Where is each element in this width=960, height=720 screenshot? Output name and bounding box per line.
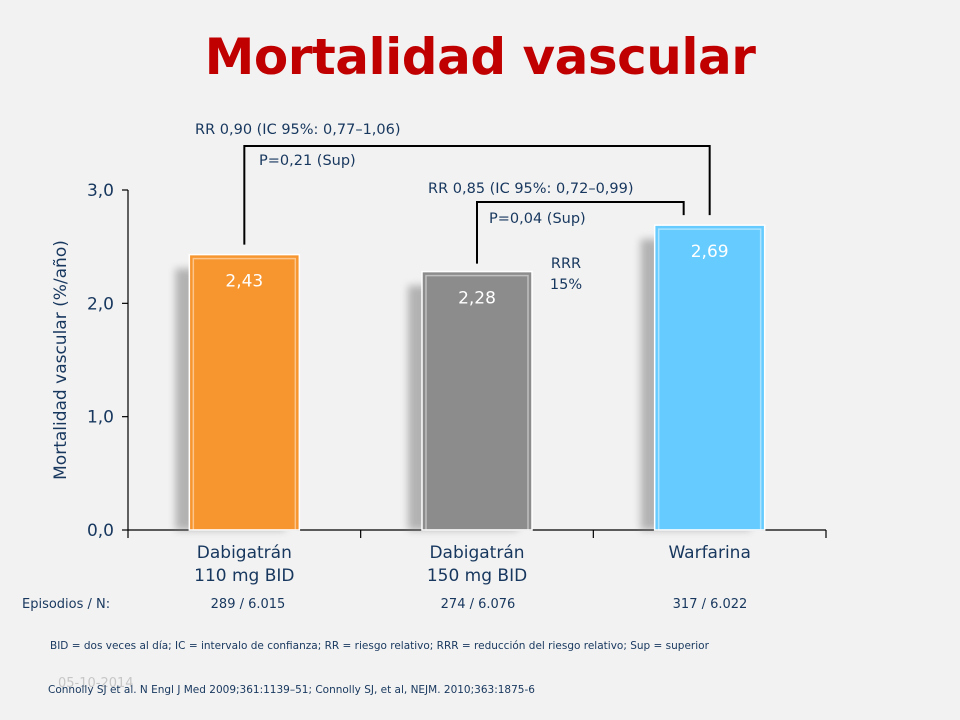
slide-date: 05-10-2014 <box>58 676 134 691</box>
rr-110-vs-warfarina: RR 0,90 (IC 95%: 0,77–1,06) <box>195 122 401 138</box>
episodes-dabigatran-110: 289 / 6.015 <box>210 597 286 612</box>
bar-value-label: 2,28 <box>458 289 496 309</box>
episodes-warfarina: 317 / 6.022 <box>672 597 748 612</box>
episodes-dabigatran-150: 274 / 6.076 <box>440 597 516 612</box>
p-110-vs-warfarina: P=0,21 (Sup) <box>259 153 356 169</box>
bar-value-label: 2,43 <box>225 272 263 292</box>
bar <box>188 253 301 531</box>
rrr-label: RRR <box>551 256 581 272</box>
y-tick-label: 2,0 <box>87 294 114 314</box>
bar-value-label: 2,69 <box>691 242 729 262</box>
x-category-label: Dabigatrán <box>429 543 524 563</box>
bar-highlight <box>657 228 762 531</box>
bar-highlight <box>192 257 297 531</box>
footnote-references: Connolly SJ et al. N Engl J Med 2009;361… <box>48 684 535 696</box>
x-category-label: 110 mg BID <box>194 566 294 586</box>
y-tick-label: 1,0 <box>87 408 114 428</box>
bracket-150-vs-warfarina <box>476 201 685 264</box>
bar-chart: 0,0 1,0 2,0 3,0 Mortalidad vascular (%/año) 2… <box>51 122 827 586</box>
bar <box>421 270 533 531</box>
slide-title: Mortalidad vascular <box>204 28 756 86</box>
y-axis-label: Mortalidad vascular (%/año) <box>51 240 71 480</box>
episodes-label: Episodios / N: <box>22 597 111 612</box>
x-category-label: Warfarina <box>668 543 750 563</box>
bracket-110-vs-warfarina <box>243 145 711 245</box>
rr-150-vs-warfarina: RR 0,85 (IC 95%: 0,72–0,99) <box>428 181 634 197</box>
rrr-value: 15% <box>550 277 582 293</box>
x-category-label: Dabigatrán <box>197 543 292 563</box>
x-category-label: 150 mg BID <box>427 566 527 586</box>
y-tick-label: 0,0 <box>87 521 114 541</box>
bar <box>653 224 766 531</box>
y-tick-label: 3,0 <box>87 181 114 201</box>
bar-highlight <box>425 274 529 531</box>
p-150-vs-warfarina: P=0,04 (Sup) <box>489 211 586 227</box>
footnote-abbreviations: BID = dos veces al día; IC = intervalo d… <box>50 640 709 652</box>
